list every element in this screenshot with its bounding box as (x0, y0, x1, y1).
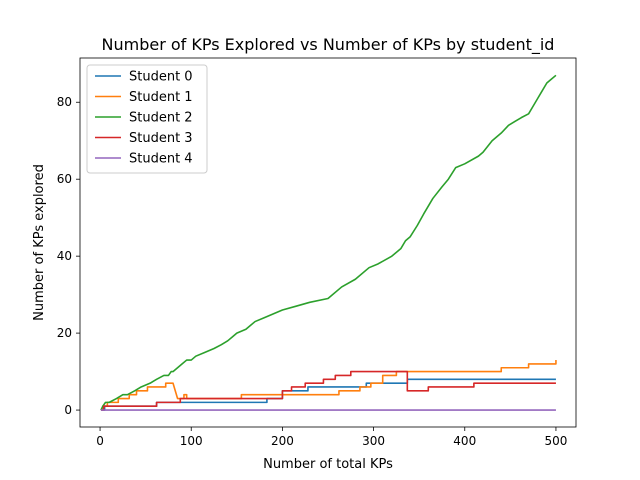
x-tick-label: 0 (96, 434, 104, 448)
series-layer (100, 74, 557, 411)
chart-title: Number of KPs Explored vs Number of KPs … (102, 35, 555, 55)
legend-label: Student 0 (129, 70, 193, 85)
y-tick-label: 20 (57, 326, 72, 340)
plot-frame (79, 57, 577, 428)
series-line-3 (100, 370, 556, 411)
x-axis-label: Number of total KPs (263, 457, 393, 472)
y-tick-label: 40 (57, 249, 72, 263)
legend-label: Student 4 (129, 152, 193, 167)
legend-label: Student 3 (129, 131, 193, 146)
x-tick-label: 300 (362, 434, 385, 448)
series-line-1 (100, 360, 557, 411)
legend-label: Student 2 (129, 111, 193, 126)
x-tick-label: 200 (271, 434, 294, 448)
y-tick-label: 0 (64, 403, 72, 417)
y-tick-label: 60 (57, 172, 72, 186)
x-tick-label: 400 (453, 434, 476, 448)
series-line-2 (100, 74, 557, 411)
x-axis-ticks: 0 100 200 300 400 500 (96, 427, 567, 448)
y-axis-label: Number of KPs explored (32, 164, 47, 321)
legend: Student 0 Student 1 Student 2 Student 3 Stud… (86, 64, 208, 174)
x-tick-label: 500 (544, 434, 567, 448)
x-tick-label: 100 (180, 434, 203, 448)
y-tick-label: 80 (57, 95, 72, 109)
legend-label: Student 1 (129, 90, 193, 105)
legend-box (86, 64, 208, 174)
y-axis-ticks: 0 20 40 60 80 (57, 95, 80, 417)
